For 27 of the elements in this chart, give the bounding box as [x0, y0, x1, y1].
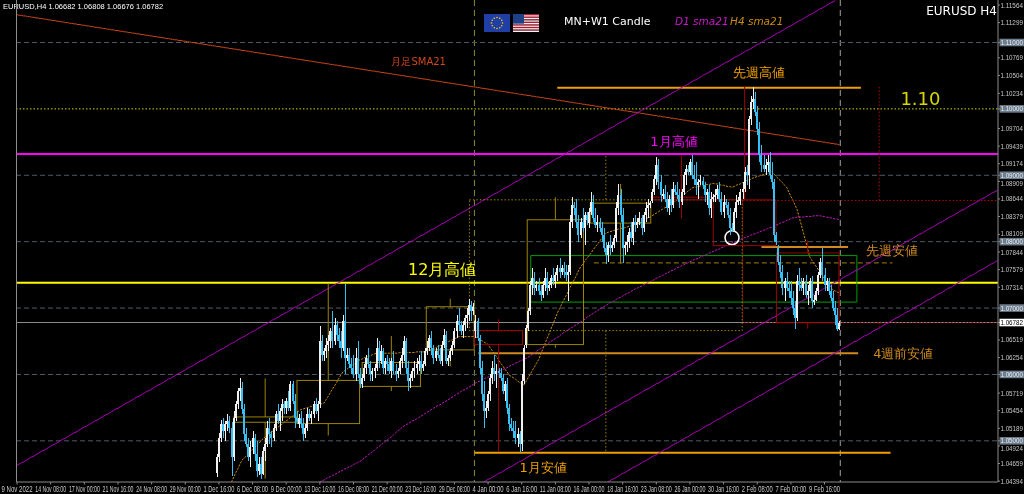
- x-tick-label: 16 Jan 00:00: [573, 484, 605, 494]
- x-tick-label: 23 Jan 08:00: [640, 484, 672, 494]
- x-tick-label: 1 Dec 16:00: [203, 483, 235, 494]
- x-tick-label: 2 Feb 08:00: [741, 483, 773, 494]
- series-name: 月足SMA21: [391, 56, 446, 68]
- x-tick-label: 6 Dec 08:00: [237, 483, 269, 494]
- x-tick-label: 4 Jan 00:00: [472, 483, 504, 494]
- x-tick-label: 9 Nov 2022: [1, 483, 33, 494]
- title: EURUSD H4: [926, 4, 997, 18]
- ref-label: 先週高値: [733, 64, 786, 80]
- ref-label: 12月高値: [408, 259, 477, 279]
- ref-label: 先週安値: [866, 243, 919, 258]
- annotation: MN+W1 Candle: [564, 15, 651, 28]
- x-tick-label: 6 Jan 16:00: [506, 483, 538, 494]
- x-tick-label: 7 Feb 00:00: [775, 483, 807, 494]
- series-name: H4 sma21: [730, 15, 784, 27]
- ref-label: 1.10: [900, 87, 941, 109]
- series-name: D1 sma21: [675, 15, 729, 27]
- x-tick-label: 9 Dec 00:00: [270, 483, 302, 494]
- x-tick-label: 9 Feb 16:00: [809, 483, 840, 494]
- ref-label: 1月安値: [519, 459, 567, 475]
- x-tick-label: 30 Jan 16:00: [708, 484, 740, 494]
- x-tick-label: 26 Jan 00:00: [674, 484, 706, 494]
- x-tick-label: 11 Jan 08:00: [539, 484, 571, 494]
- x-tick-label: 18 Jan 16:00: [607, 484, 639, 494]
- ref-label: 1月高値: [650, 134, 698, 150]
- ref-label: 4週前安値: [873, 346, 934, 362]
